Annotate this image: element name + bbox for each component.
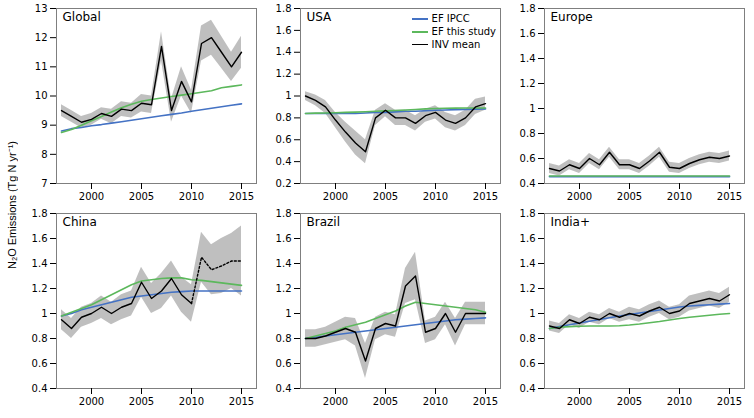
svg-text:China: China: [63, 215, 97, 229]
svg-text:2010: 2010: [423, 396, 448, 407]
svg-text:2005: 2005: [373, 191, 398, 202]
svg-text:2010: 2010: [179, 191, 204, 202]
svg-text:Global: Global: [63, 10, 101, 24]
svg-text:1: 1: [529, 103, 535, 114]
svg-text:2005: 2005: [617, 396, 642, 407]
svg-text:1.6: 1.6: [520, 233, 536, 244]
svg-text:1.8: 1.8: [520, 3, 536, 14]
svg-text:10: 10: [35, 90, 48, 101]
svg-text:9: 9: [41, 119, 47, 130]
svg-text:0.6: 0.6: [276, 358, 292, 369]
svg-text:0.2: 0.2: [276, 178, 292, 189]
svg-text:1.8: 1.8: [520, 208, 536, 219]
svg-text:1.6: 1.6: [520, 28, 536, 39]
svg-text:1.2: 1.2: [32, 283, 48, 294]
html-text:EF IPCC: EF IPCC: [431, 13, 470, 24]
svg-text:1.2: 1.2: [276, 68, 292, 79]
svg-text:0.8: 0.8: [276, 112, 292, 123]
svg-text:2000: 2000: [79, 396, 104, 407]
svg-text:1.8: 1.8: [276, 3, 292, 14]
svg-text:India+: India+: [551, 215, 591, 229]
svg-text:0.4: 0.4: [520, 178, 536, 189]
svg-text:1.6: 1.6: [276, 233, 292, 244]
svg-text:0.4: 0.4: [32, 383, 48, 394]
svg-text:2010: 2010: [667, 191, 692, 202]
svg-text:2015: 2015: [717, 191, 742, 202]
svg-text:2000: 2000: [79, 191, 104, 202]
svg-text:2010: 2010: [423, 191, 448, 202]
html-text:INV mean: INV mean: [431, 39, 481, 50]
svg-text:8: 8: [41, 149, 47, 160]
svg-text:1.6: 1.6: [32, 233, 48, 244]
svg-text:1: 1: [41, 308, 47, 319]
svg-text:Brazil: Brazil: [307, 215, 341, 229]
svg-text:0.4: 0.4: [520, 383, 536, 394]
svg-text:0.6: 0.6: [520, 153, 536, 164]
svg-text:2000: 2000: [323, 396, 348, 407]
svg-text:0.6: 0.6: [520, 358, 536, 369]
svg-text:2015: 2015: [229, 396, 254, 407]
html-text:N₂O Emissions (Tg N yr⁻¹): N₂O Emissions (Tg N yr⁻¹): [5, 141, 18, 269]
svg-text:0.6: 0.6: [276, 134, 292, 145]
svg-text:USA: USA: [307, 10, 333, 24]
svg-text:2010: 2010: [667, 396, 692, 407]
svg-text:Europe: Europe: [551, 10, 593, 24]
svg-text:1.4: 1.4: [520, 258, 536, 269]
svg-text:1.2: 1.2: [520, 283, 536, 294]
svg-text:2000: 2000: [323, 191, 348, 202]
svg-text:1.8: 1.8: [32, 208, 48, 219]
svg-text:11: 11: [35, 61, 48, 72]
svg-text:1.8: 1.8: [276, 208, 292, 219]
svg-text:13: 13: [35, 3, 48, 14]
svg-text:2005: 2005: [129, 396, 154, 407]
svg-text:12: 12: [35, 32, 48, 43]
html-text:EF this study: EF this study: [431, 26, 496, 37]
svg-text:0.8: 0.8: [520, 333, 536, 344]
svg-text:2005: 2005: [129, 191, 154, 202]
svg-text:1.4: 1.4: [276, 258, 292, 269]
svg-text:2015: 2015: [473, 396, 498, 407]
svg-text:1: 1: [285, 308, 291, 319]
svg-text:1: 1: [529, 308, 535, 319]
svg-text:2015: 2015: [717, 396, 742, 407]
svg-text:1.2: 1.2: [520, 78, 536, 89]
svg-text:1.4: 1.4: [520, 53, 536, 64]
svg-text:0.4: 0.4: [276, 383, 292, 394]
svg-text:2015: 2015: [473, 191, 498, 202]
svg-text:2005: 2005: [617, 191, 642, 202]
svg-text:0.8: 0.8: [520, 128, 536, 139]
svg-text:1.2: 1.2: [276, 283, 292, 294]
svg-text:1.4: 1.4: [276, 46, 292, 57]
svg-text:2000: 2000: [567, 191, 592, 202]
svg-text:1: 1: [285, 90, 291, 101]
svg-text:0.4: 0.4: [276, 156, 292, 167]
svg-text:0.8: 0.8: [32, 333, 48, 344]
svg-text:7: 7: [41, 178, 47, 189]
svg-text:0.8: 0.8: [276, 333, 292, 344]
svg-text:2000: 2000: [567, 396, 592, 407]
svg-text:2010: 2010: [179, 396, 204, 407]
svg-text:1.6: 1.6: [276, 25, 292, 36]
svg-text:2005: 2005: [373, 396, 398, 407]
svg-text:0.6: 0.6: [32, 358, 48, 369]
svg-text:1.4: 1.4: [32, 258, 48, 269]
svg-text:2015: 2015: [229, 191, 254, 202]
